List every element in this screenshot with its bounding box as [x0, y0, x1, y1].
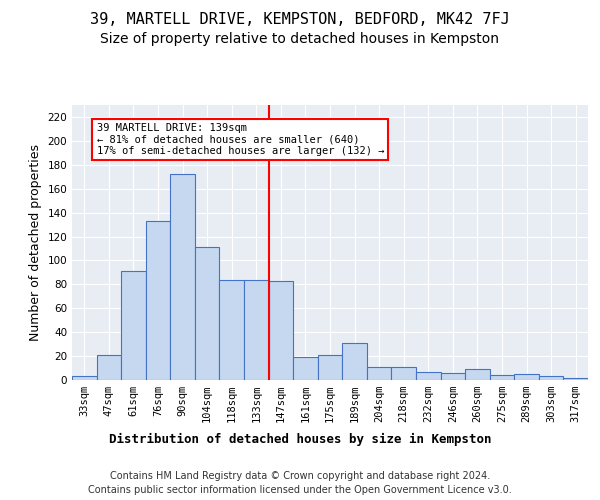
Text: 39 MARTELL DRIVE: 139sqm
← 81% of detached houses are smaller (640)
17% of semi-: 39 MARTELL DRIVE: 139sqm ← 81% of detach… — [97, 123, 384, 156]
Text: Size of property relative to detached houses in Kempston: Size of property relative to detached ho… — [101, 32, 499, 46]
Bar — [514, 374, 539, 380]
Bar — [391, 367, 416, 380]
Text: 39, MARTELL DRIVE, KEMPSTON, BEDFORD, MK42 7FJ: 39, MARTELL DRIVE, KEMPSTON, BEDFORD, MK… — [90, 12, 510, 28]
Bar — [539, 376, 563, 380]
Text: Contains HM Land Registry data © Crown copyright and database right 2024.
Contai: Contains HM Land Registry data © Crown c… — [88, 471, 512, 495]
Bar — [342, 343, 367, 380]
Bar — [416, 372, 440, 380]
Bar — [97, 355, 121, 380]
Bar — [465, 369, 490, 380]
Bar — [269, 281, 293, 380]
Bar — [244, 280, 269, 380]
Bar — [367, 367, 391, 380]
Bar — [121, 271, 146, 380]
Bar — [170, 174, 195, 380]
Bar — [563, 378, 588, 380]
Bar — [318, 355, 342, 380]
Bar — [490, 375, 514, 380]
Y-axis label: Number of detached properties: Number of detached properties — [29, 144, 42, 341]
Bar — [220, 280, 244, 380]
Bar — [440, 373, 465, 380]
Bar — [146, 221, 170, 380]
Text: Distribution of detached houses by size in Kempston: Distribution of detached houses by size … — [109, 432, 491, 446]
Bar — [195, 248, 220, 380]
Bar — [72, 376, 97, 380]
Bar — [293, 358, 318, 380]
